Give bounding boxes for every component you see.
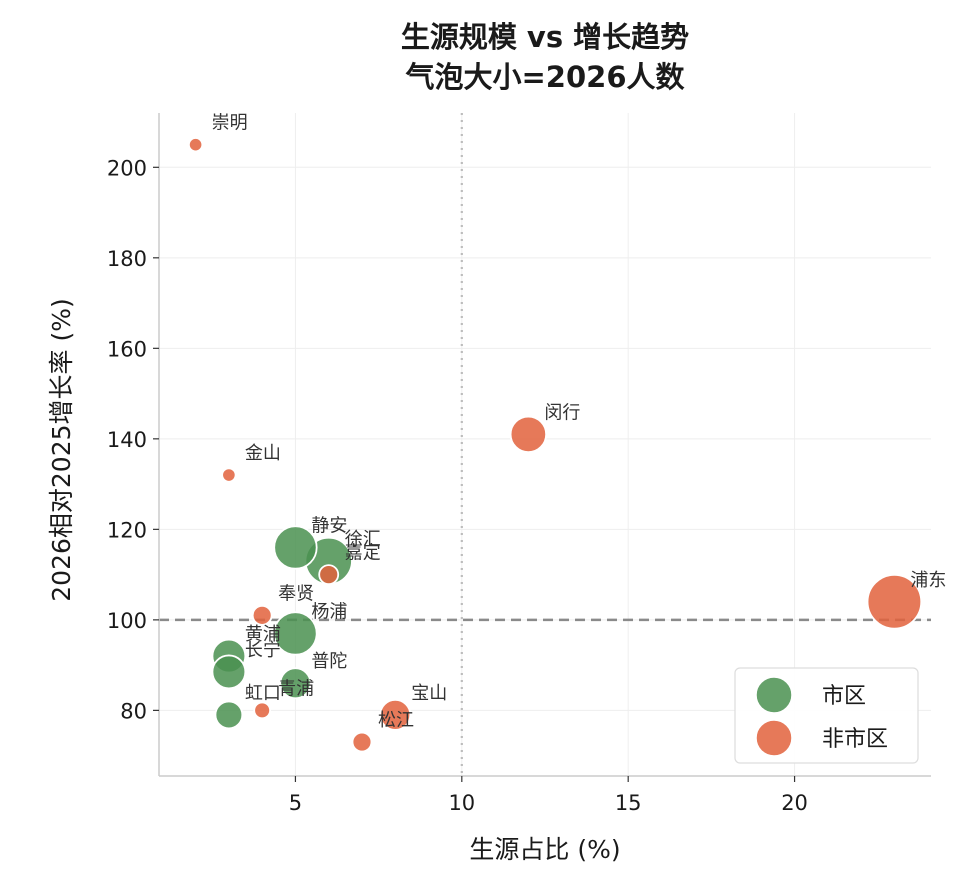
y-tick-label: 100 [107,609,147,633]
bubble-松江 [351,731,373,753]
point-label-浦东: 浦东 [910,570,946,591]
y-tick-label: 160 [107,337,147,361]
legend-marker-市区 [755,676,793,714]
point-label-黄浦: 黄浦 [245,624,281,645]
point-label-奉贤: 奉贤 [278,583,314,604]
point-label-虹口: 虹口 [245,683,281,704]
bubble-虹口 [214,700,244,730]
x-tick-label: 15 [615,791,642,815]
y-tick-label: 120 [107,518,147,542]
y-axis-label: 2026相对2025增长率 (%) [47,298,76,601]
bubble-崇明 [187,137,204,153]
bubble-杨浦 [273,611,318,656]
point-label-松江: 松江 [378,710,414,731]
point-label-金山: 金山 [245,443,281,464]
y-tick-label: 200 [107,156,147,180]
point-label-徐汇: 徐汇 [345,529,381,550]
bubble-金山 [221,467,237,483]
x-tick-label: 20 [781,791,808,815]
bubble-宝山 [379,698,412,731]
legend-marker-非市区 [755,719,793,757]
point-label-杨浦: 杨浦 [311,601,347,622]
bubble-嘉定 [318,564,340,586]
point-label-静安: 静安 [311,515,347,536]
point-label-宝山: 宝山 [411,683,447,704]
bubble-长宁 [211,654,247,690]
point-label-嘉定: 嘉定 [345,543,381,564]
x-tick-label: 5 [289,791,302,815]
legend-label-市区: 市区 [822,684,866,709]
y-tick-label: 140 [107,428,147,452]
bubble-青浦 [253,701,272,720]
legend-label-非市区: 非市区 [822,727,888,752]
point-label-青浦: 青浦 [278,678,314,699]
x-axis-label: 生源占比 (%) [469,835,620,864]
chart-title-line-2: 气泡大小=2026人数 [404,60,685,94]
chart-title-line-1: 生源规模 vs 增长趋势 [401,20,689,54]
bubble-浦东 [866,573,923,630]
y-tick-label: 180 [107,247,147,271]
point-label-崇明: 崇明 [212,113,248,134]
point-label-长宁: 长宁 [245,640,281,661]
y-tick-label: 80 [120,699,147,723]
bubble-闵行 [509,415,548,453]
bubble-奉贤 [251,604,273,626]
point-label-闵行: 闵行 [544,402,580,423]
point-label-普陀: 普陀 [311,651,347,672]
x-tick-label: 10 [448,791,475,815]
bubble-静安 [273,525,318,570]
bubble-普陀 [279,667,312,700]
